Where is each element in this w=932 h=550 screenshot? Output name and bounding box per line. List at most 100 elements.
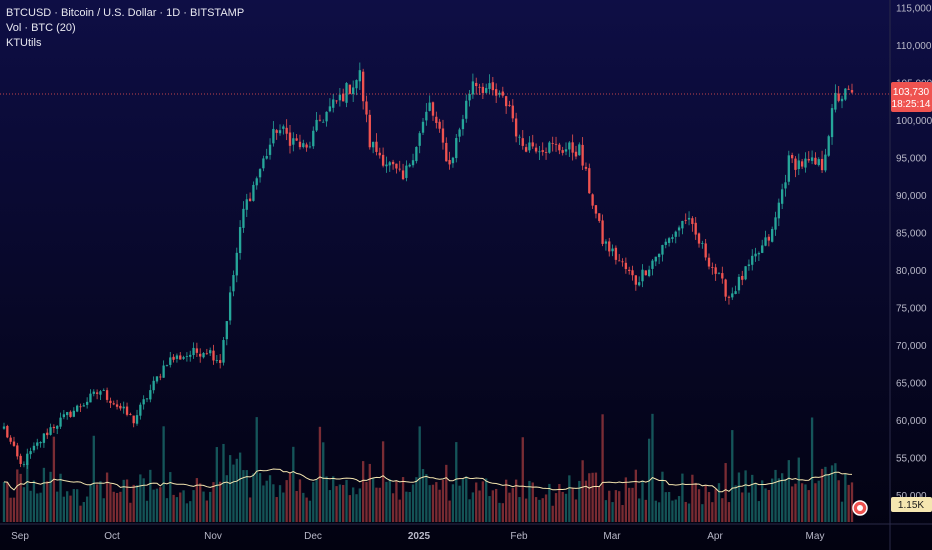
- candle: [568, 141, 571, 157]
- volume-bar: [308, 500, 312, 522]
- candle: [521, 130, 524, 150]
- candle: [6, 424, 9, 439]
- candle: [75, 404, 79, 413]
- symbol-title[interactable]: BTCUSD · Bitcoin / U.S. Dollar · 1D · BI…: [6, 7, 245, 19]
- candle: [737, 274, 741, 294]
- volume-bar: [777, 478, 781, 522]
- candle: [89, 389, 92, 403]
- candle: [641, 264, 644, 288]
- candle: [824, 148, 827, 173]
- volume-bar: [445, 464, 448, 522]
- volume-bar: [338, 484, 342, 522]
- volume-bar: [687, 503, 691, 522]
- volume-bar: [282, 492, 285, 522]
- volume-bar: [448, 500, 451, 522]
- volume-bar: [145, 500, 149, 522]
- volume-bar: [691, 474, 694, 522]
- candle: [288, 125, 292, 154]
- price-tick-label: 50,000: [896, 491, 927, 502]
- volume-bar: [361, 461, 365, 522]
- volume-bar: [99, 481, 102, 522]
- candle: [49, 423, 52, 436]
- volume-bar: [202, 491, 205, 522]
- candle: [681, 220, 684, 235]
- candle: [538, 146, 541, 161]
- candle: [584, 162, 588, 171]
- volume-bar: [837, 480, 840, 522]
- candle: [814, 152, 817, 166]
- time-tick-label: Nov: [204, 531, 222, 542]
- candle: [19, 453, 22, 468]
- candle: [82, 402, 85, 407]
- volume-bar: [388, 479, 391, 522]
- volume-bar: [162, 426, 165, 522]
- candle: [638, 276, 641, 287]
- volume-bar: [12, 497, 16, 522]
- candle: [418, 131, 421, 154]
- volume-bar: [272, 484, 275, 522]
- volume-bar: [524, 498, 528, 522]
- candle: [282, 124, 285, 135]
- volume-bar: [39, 492, 42, 522]
- volume-indicator-label[interactable]: Vol · BTC (20): [6, 22, 76, 34]
- time-axis[interactable]: Sep Oct Nov Dec 2025 Feb Mar Apr May: [11, 531, 824, 542]
- candle: [22, 461, 26, 468]
- candle: [514, 112, 518, 143]
- candle: [834, 84, 837, 113]
- candle: [272, 121, 275, 147]
- chart-legend: BTCUSD · Bitcoin / U.S. Dollar · 1D · BI…: [6, 6, 244, 51]
- volume-bar: [790, 486, 794, 522]
- volume-bar: [558, 484, 561, 522]
- candle: [192, 342, 195, 359]
- volume-bar: [421, 469, 425, 522]
- volume-bar: [16, 469, 19, 522]
- candle: [468, 89, 471, 107]
- volume-bar: [521, 437, 524, 522]
- candle: [338, 87, 342, 107]
- candle: [628, 266, 631, 275]
- volume-bar: [169, 472, 172, 522]
- ktutils-indicator-label[interactable]: KTUtils: [6, 37, 42, 49]
- volume-bar: [548, 483, 551, 522]
- candle: [455, 133, 458, 163]
- candle: [787, 150, 790, 186]
- candle: [511, 99, 514, 123]
- volume-bar: [425, 474, 428, 522]
- candle: [342, 88, 345, 102]
- volume-bar: [667, 491, 671, 522]
- candle: [534, 143, 538, 154]
- candle: [594, 204, 598, 219]
- volume-bar: [199, 483, 202, 522]
- alert-icon[interactable]: [852, 500, 868, 516]
- candle: [305, 142, 308, 152]
- candle: [202, 352, 205, 359]
- candle: [438, 118, 441, 133]
- candle: [714, 263, 717, 281]
- volume-bar: [807, 490, 810, 522]
- volume-bar: [744, 470, 747, 522]
- volume-bar: [664, 492, 667, 522]
- candle: [262, 155, 265, 172]
- volume-bar: [761, 480, 764, 522]
- volume-bar: [478, 490, 481, 522]
- volume-bar: [511, 488, 514, 522]
- volume-bar: [804, 484, 807, 522]
- volume-bar: [701, 504, 704, 522]
- candle: [631, 265, 634, 281]
- volume-bar: [684, 501, 687, 522]
- volume-bar: [46, 481, 49, 522]
- volume-bar: [508, 492, 511, 522]
- candle: [228, 286, 232, 325]
- candle: [767, 234, 771, 247]
- price-tick-label: 70,000: [896, 341, 927, 352]
- candle: [488, 74, 491, 95]
- volume-bar: [781, 473, 784, 522]
- candle: [105, 387, 109, 403]
- candle: [441, 119, 445, 150]
- time-tick-label: Feb: [510, 531, 528, 542]
- volume-bar: [438, 489, 441, 522]
- candle: [36, 438, 39, 450]
- candle: [292, 132, 295, 152]
- volume-bar: [381, 441, 385, 522]
- candle: [355, 79, 358, 96]
